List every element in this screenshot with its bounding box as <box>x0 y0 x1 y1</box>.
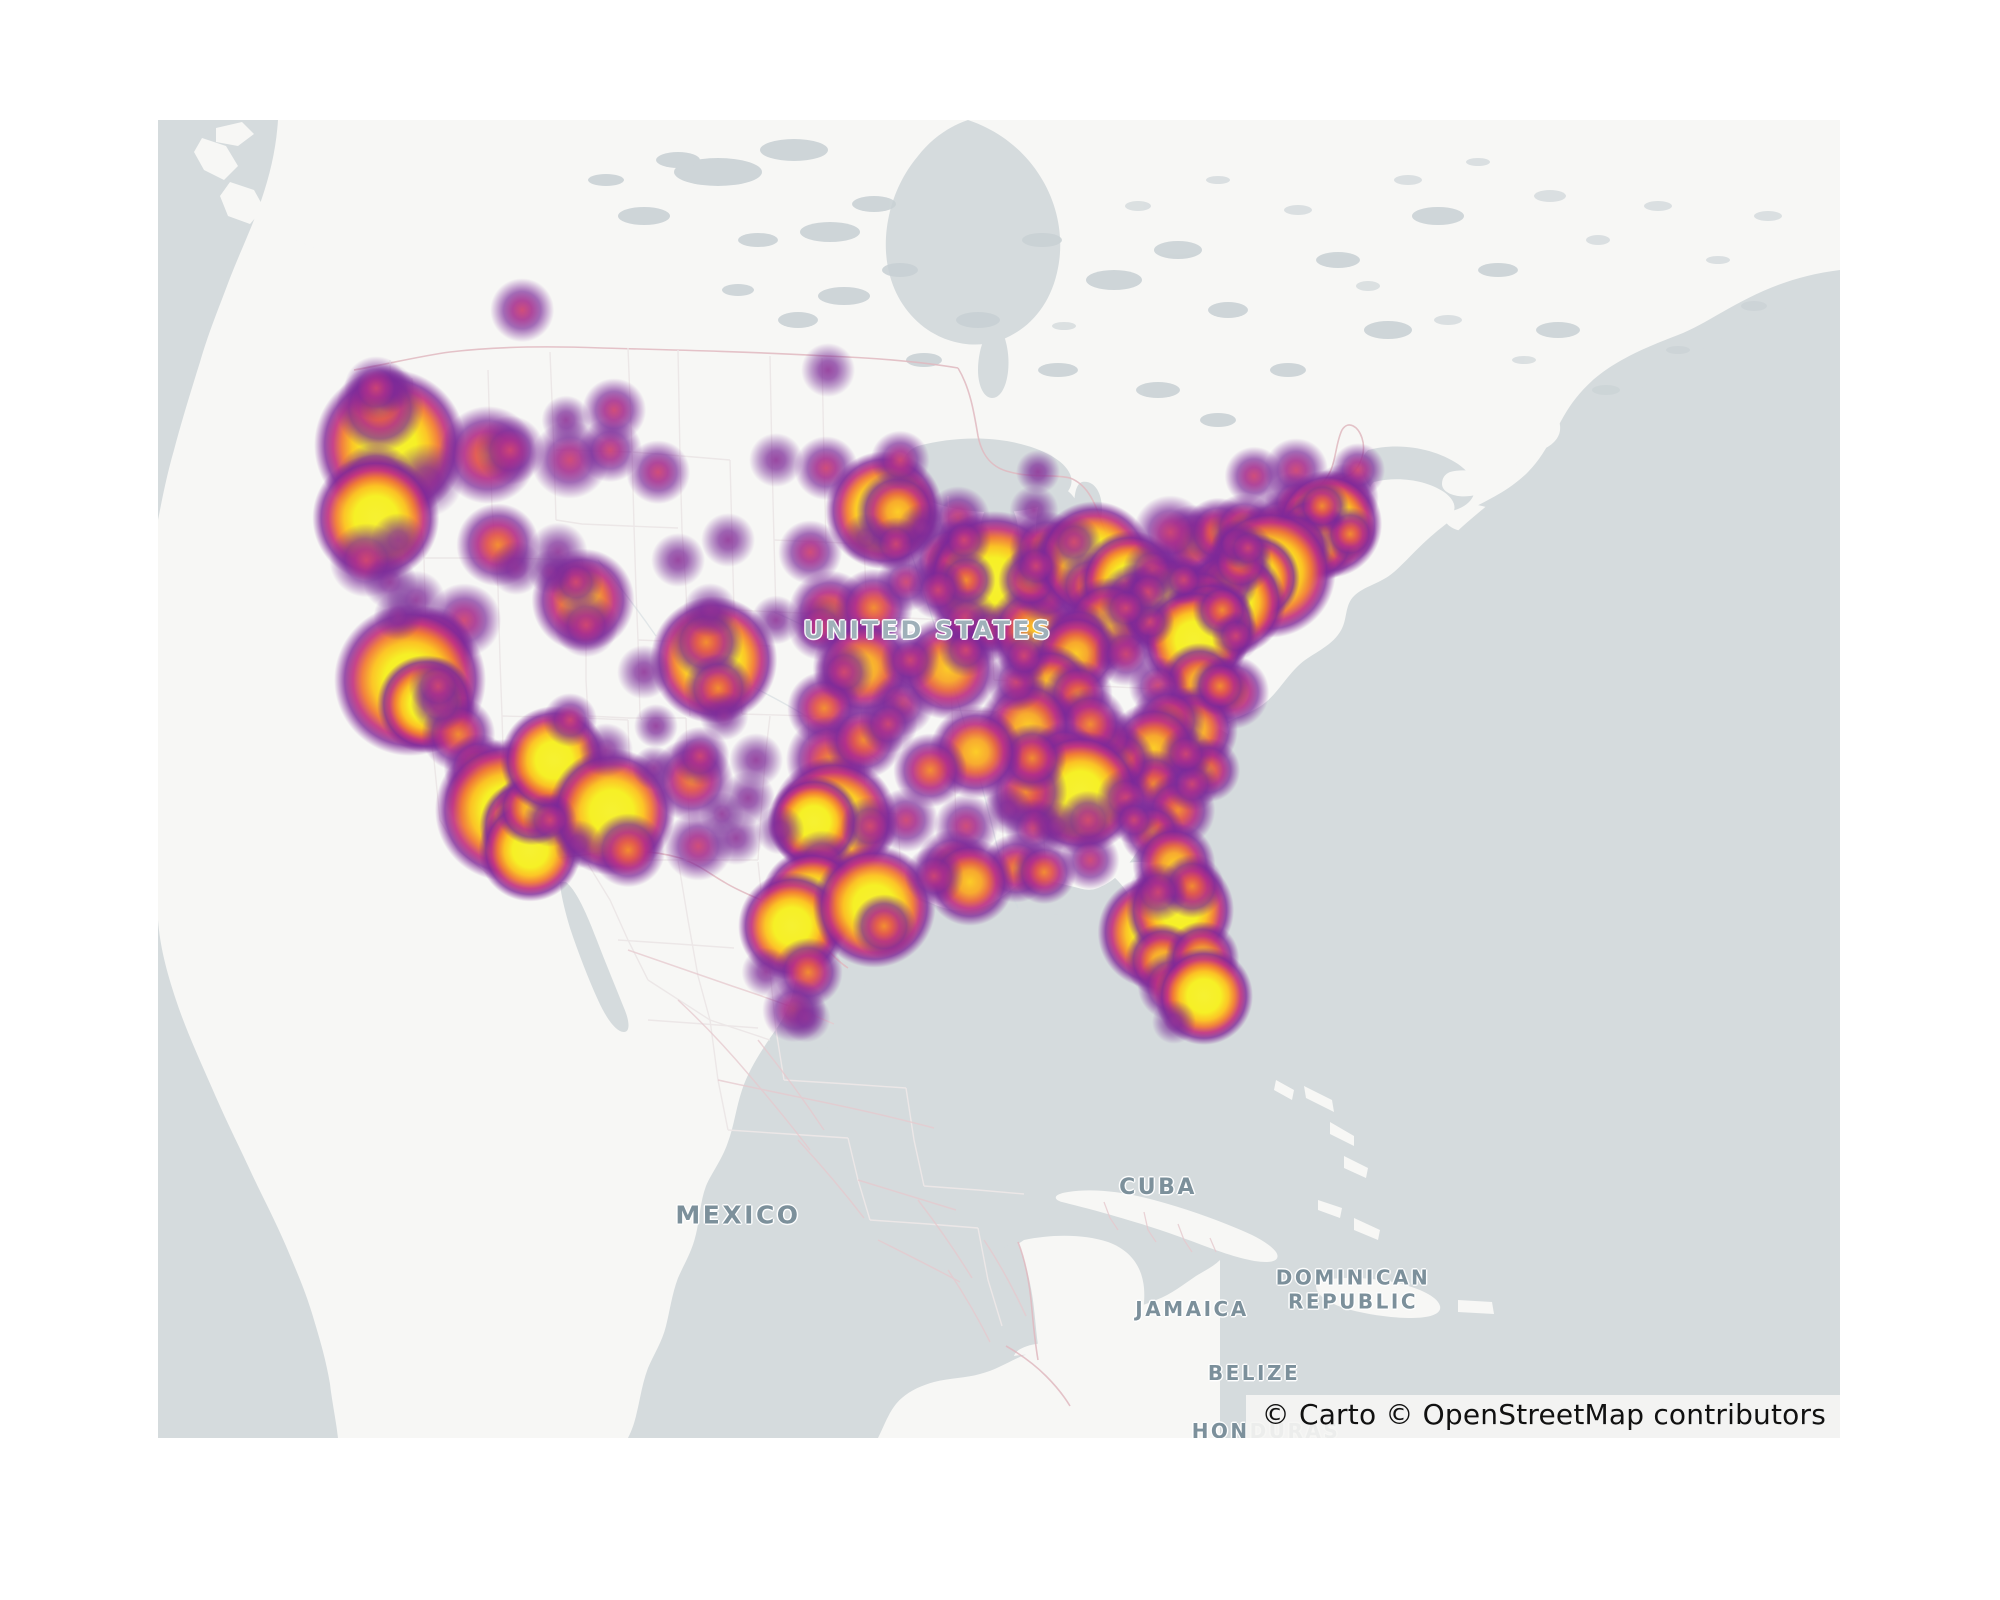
sea-of-cortez <box>560 882 629 1032</box>
cuba-borders <box>1103 1201 1217 1253</box>
cape-breton <box>1442 470 1490 497</box>
canadian-lakes <box>588 139 1580 427</box>
hispaniola-island <box>1316 1277 1441 1318</box>
map-viewport[interactable]: UNITED STATES MEXICO CUBA JAMAICA DOMINICAN R… <box>158 120 1840 1438</box>
newfoundland <box>1433 385 1561 455</box>
map-attribution[interactable]: © Carto © OpenStreetMap contributors <box>1245 1395 1840 1438</box>
jamaica-island <box>1162 1319 1219 1339</box>
central-america-strip <box>1014 1342 1188 1438</box>
cuba-island <box>1055 1190 1278 1262</box>
james-bay <box>978 320 1009 398</box>
puerto-rico-island <box>1458 1300 1494 1314</box>
hudson-bay <box>885 120 1061 345</box>
atlantic-ocean <box>1088 290 1840 1074</box>
basemap-layer <box>158 120 1840 1438</box>
nova-scotia <box>1369 479 1455 525</box>
pacific-ocean-carve <box>158 120 338 1438</box>
gulf-of-mexico <box>783 912 1147 1273</box>
baja-california <box>527 862 611 1054</box>
